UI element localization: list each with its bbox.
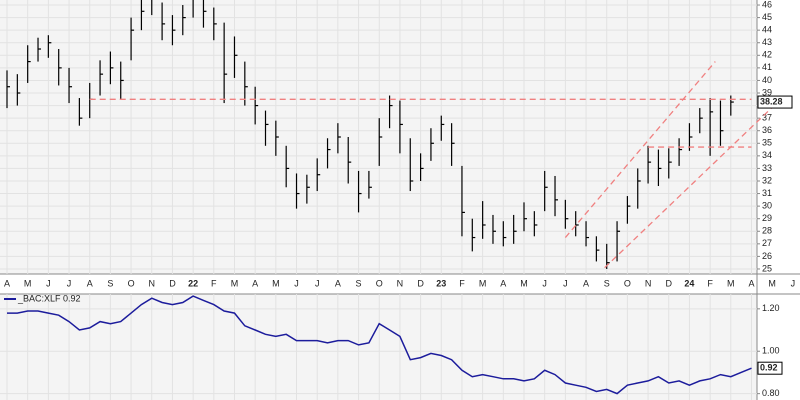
ratio-panel (0, 294, 757, 400)
y-tick-label: 29 (762, 213, 772, 223)
x-tick-label: J (542, 278, 547, 288)
x-tick-label: A (335, 278, 341, 288)
y-tick-label: 43 (762, 37, 772, 47)
last-value-tag (757, 361, 783, 375)
x-tick-label: M (768, 278, 776, 288)
x-tick-label: A (252, 278, 258, 288)
x-tick-label: M (24, 278, 32, 288)
x-tick-label: 24 (684, 278, 694, 288)
x-tick-label: O (624, 278, 631, 288)
y-tick-label: 28 (762, 226, 772, 236)
trend-line (604, 95, 786, 269)
x-tick-label: N (149, 278, 156, 288)
legend-label: _BAC:XLF 0.92 (17, 293, 81, 303)
y-tick-label: 40 (762, 75, 772, 85)
y-tick-label: 31 (762, 188, 772, 198)
x-tick-label: J (563, 278, 568, 288)
x-tick-label: O (128, 278, 135, 288)
x-tick-label: J (294, 278, 299, 288)
x-tick-label: F (707, 278, 713, 288)
x-tick-label: D (417, 278, 424, 288)
price-panel (0, 0, 757, 274)
x-tick-label: J (67, 278, 72, 288)
x-tick-label: D (666, 278, 673, 288)
y-tick-label: 27 (762, 238, 772, 248)
y-tick-label: 30 (762, 201, 772, 211)
x-tick-label: A (87, 278, 93, 288)
y-tick-label: 1.00 (762, 346, 780, 356)
x-tick-label: A (500, 278, 506, 288)
x-tick-label: M (231, 278, 239, 288)
x-tick-label: S (107, 278, 113, 288)
y-tick-label: 34 (762, 150, 772, 160)
x-tick-label: A (4, 278, 10, 288)
y-tick-label: 0.80 (762, 388, 780, 398)
last-value-tag (757, 95, 793, 109)
x-tick-label: 23 (436, 278, 446, 288)
y-tick-label: 42 (762, 50, 772, 60)
x-tick-label: J (791, 278, 796, 288)
x-tick-label: M (520, 278, 528, 288)
last-value-label: 38.28 (760, 96, 783, 106)
x-tick-label: S (356, 278, 362, 288)
y-tick-label: 44 (762, 25, 772, 35)
x-tick-label: F (459, 278, 465, 288)
y-tick-label: 26 (762, 251, 772, 261)
x-tick-label: A (748, 278, 754, 288)
y-tick-label: 45 (762, 12, 772, 22)
y-tick-label: 1.20 (762, 303, 780, 313)
y-tick-label: 35 (762, 138, 772, 148)
last-value-label: 0.92 (760, 363, 778, 373)
y-tick-label: 32 (762, 175, 772, 185)
x-tick-label: A (583, 278, 589, 288)
x-tick-label: M (479, 278, 487, 288)
x-tick-label: N (645, 278, 652, 288)
y-tick-label: 41 (762, 62, 772, 72)
x-tick-label: S (604, 278, 610, 288)
ratio-line (7, 295, 752, 395)
y-tick-label: 36 (762, 125, 772, 135)
x-tick-label: M (727, 278, 735, 288)
x-tick-label: M (272, 278, 280, 288)
x-tick-label: N (397, 278, 404, 288)
trend-line (564, 61, 716, 238)
y-tick-label: 39 (762, 87, 772, 97)
y-tick-label: 37 (762, 113, 772, 123)
x-tick-label: O (376, 278, 383, 288)
y-tick-label: 46 (762, 0, 772, 9)
y-tick-label: 33 (762, 163, 772, 173)
x-tick-label: F (211, 278, 217, 288)
x-tick-label: J (46, 278, 51, 288)
x-tick-label: D (169, 278, 176, 288)
x-tick-label: 22 (188, 278, 198, 288)
x-tick-label: J (315, 278, 320, 288)
y-tick-label: 25 (762, 263, 772, 273)
